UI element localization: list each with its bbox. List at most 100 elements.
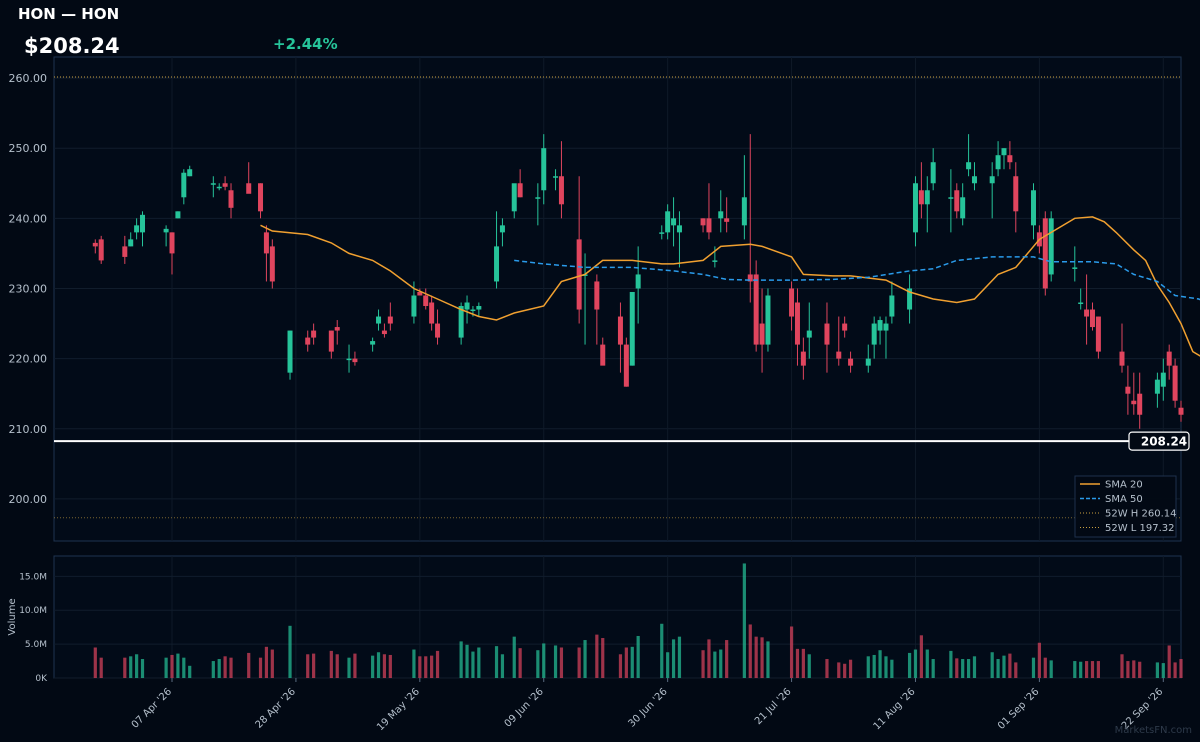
volume-tick-label: 10.0M <box>19 606 47 616</box>
volume-tick-label: 15.0M <box>19 572 47 582</box>
candle-body <box>1095 316 1101 352</box>
candle-body <box>494 246 500 282</box>
candle-body <box>553 176 559 178</box>
candle-body <box>305 337 311 345</box>
candle-body <box>311 330 317 338</box>
volume-bar <box>884 656 888 678</box>
volume-bar <box>258 657 263 678</box>
volume-bar <box>1161 663 1165 678</box>
candle-body <box>216 186 222 189</box>
volume-bar <box>595 634 599 678</box>
volume-bar <box>666 652 670 678</box>
volume-bar <box>795 648 800 678</box>
volume-bar <box>140 659 145 678</box>
volume-bar <box>1155 662 1159 678</box>
candle-body <box>623 344 629 387</box>
candle-body <box>511 183 517 212</box>
price-tick-label: 240.00 <box>9 212 48 225</box>
candle-body <box>140 214 146 233</box>
time-tick-label: 19 May '26 <box>375 686 422 733</box>
candle-body <box>600 344 606 366</box>
volume-bar <box>807 654 811 678</box>
candle-body <box>1078 302 1084 305</box>
volume-bar <box>624 647 628 678</box>
volume-bar <box>701 650 705 678</box>
volume-bar <box>766 641 770 678</box>
time-tick-label: 11 Aug '26 <box>872 686 918 732</box>
volume-bar <box>955 658 959 678</box>
candle-body <box>269 246 275 282</box>
legend-box <box>1074 475 1177 538</box>
time-tick-label: 28 Apr '26 <box>254 686 298 730</box>
candle-body <box>1072 267 1078 269</box>
candle-body <box>871 323 877 345</box>
legend-label: SMA 20 <box>1105 480 1143 491</box>
candles <box>92 134 1184 429</box>
volume-bar <box>913 649 918 678</box>
candle-body <box>706 218 712 233</box>
candle-body <box>659 232 665 234</box>
time-tick-label: 30 Jun '26 <box>627 686 670 729</box>
volume-bar <box>164 657 168 678</box>
time-tick-label: 01 Sep '26 <box>996 686 1042 732</box>
volume-bar <box>1173 662 1177 678</box>
volume-bar <box>1014 662 1018 678</box>
candle-body <box>948 197 954 199</box>
candle-body <box>924 190 930 205</box>
volume-bar <box>129 656 133 678</box>
candle-body <box>741 197 747 226</box>
chart-legend: SMA 20 SMA 50 52W H 260.14 52W L 197.32 <box>1074 475 1177 538</box>
volume-bar <box>123 657 127 678</box>
volume-bar <box>306 654 310 678</box>
candle-body <box>417 291 423 296</box>
candle-body <box>806 330 812 338</box>
volume-bar <box>135 654 139 678</box>
moving-averages <box>260 216 1200 357</box>
candle-body <box>1154 379 1160 394</box>
volume-bar <box>919 635 923 678</box>
volume-bar <box>725 640 729 678</box>
volume-bar <box>211 661 215 678</box>
candle-body <box>759 323 765 345</box>
volume-tick-label: 5.0M <box>25 640 47 650</box>
hilo-lines <box>54 76 1181 519</box>
candle-body <box>411 295 417 317</box>
volume-bar <box>1120 654 1124 678</box>
candle-body <box>954 190 960 212</box>
volume-bar <box>890 659 894 678</box>
candle-body <box>989 176 995 184</box>
volume-bar <box>961 659 965 678</box>
candle-body <box>836 351 842 359</box>
candle-body <box>328 330 334 352</box>
watermark: MarketsFN.com <box>1114 725 1192 736</box>
volume-bar <box>247 652 251 678</box>
volume-bar <box>972 656 977 678</box>
last-price-marker: 208.24 <box>54 431 1190 451</box>
volume-bar <box>494 646 499 678</box>
candle-body <box>877 320 883 331</box>
volume-bar <box>1043 657 1047 678</box>
volume-bar <box>329 650 333 678</box>
volume-bar <box>465 644 469 678</box>
time-tick-label: 07 Apr '26 <box>130 686 174 730</box>
volume-bar <box>382 654 387 678</box>
volume-bar <box>353 653 357 678</box>
candle-body <box>700 218 706 226</box>
candle-body <box>1178 407 1184 415</box>
volume-bar <box>742 563 746 678</box>
volume-bar <box>907 652 912 678</box>
candle-body <box>435 323 441 338</box>
volume-bar <box>1179 659 1183 678</box>
candle-body <box>912 183 918 233</box>
candle-body <box>960 197 966 219</box>
volume-bar <box>542 643 546 678</box>
candle-body <box>128 239 134 247</box>
candle-body <box>665 211 671 233</box>
volume-bar <box>471 651 475 678</box>
candle-body <box>370 341 376 345</box>
volume-panel <box>53 555 1182 679</box>
price-tick-label: 230.00 <box>9 282 48 295</box>
volume-bar <box>376 652 381 678</box>
price-tick-label: 250.00 <box>9 142 48 155</box>
